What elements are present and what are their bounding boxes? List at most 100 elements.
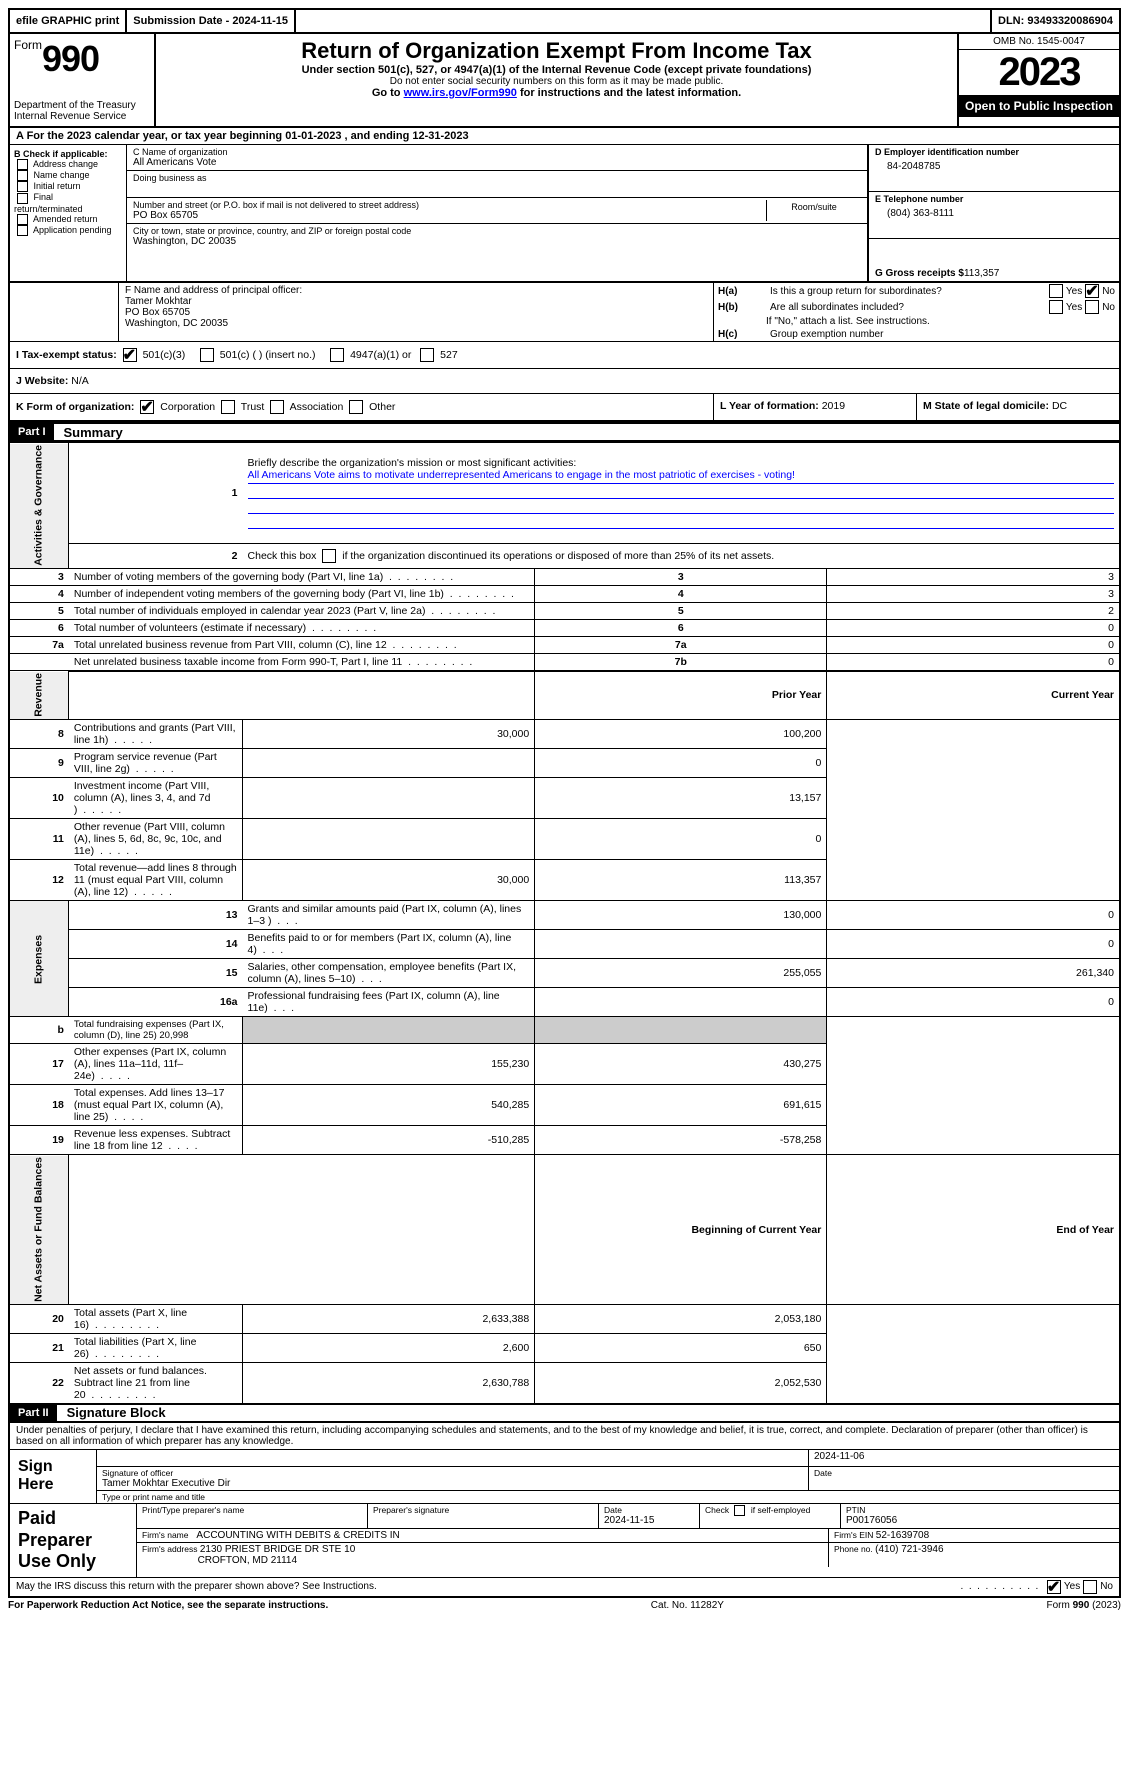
4947-checkbox[interactable] xyxy=(330,348,344,362)
corp-checkbox[interactable] xyxy=(140,400,154,414)
sign-here-label: Sign Here xyxy=(10,1450,97,1503)
l2-checkbox[interactable] xyxy=(322,549,336,563)
summary-row: 5Total number of individuals employed in… xyxy=(9,602,1120,619)
tax-exempt-row: I Tax-exempt status: 501(c)(3) 501(c) ( … xyxy=(8,342,1121,369)
sig-officer-label: Signature of officer xyxy=(102,1468,803,1478)
hdr-prior: Prior Year xyxy=(535,671,827,720)
summary-row: 15Salaries, other compensation, employee… xyxy=(9,959,1120,988)
irs-link[interactable]: www.irs.gov/Form990 xyxy=(404,87,517,99)
501c3-checkbox[interactable] xyxy=(123,348,137,362)
discuss-text: May the IRS discuss this return with the… xyxy=(16,1581,958,1592)
k-label: K Form of organization: xyxy=(16,401,134,413)
summary-row: 19Revenue less expenses. Subtract line 1… xyxy=(9,1126,1120,1155)
addr-value: PO Box 65705 xyxy=(133,210,766,221)
goto-line: Go to www.irs.gov/Form990 for instructio… xyxy=(160,87,953,99)
trust-checkbox[interactable] xyxy=(221,400,235,414)
form-word: Form xyxy=(14,38,42,52)
vtab-governance: Activities & Governance xyxy=(9,443,69,569)
colb-checkbox-1[interactable] xyxy=(17,170,28,181)
gross-value: 113,357 xyxy=(964,268,999,279)
part2-title: Signature Block xyxy=(57,1405,166,1420)
hb-row: H(b) Are all subordinates included? Yes … xyxy=(714,299,1119,315)
ha-no-checkbox[interactable] xyxy=(1085,284,1099,298)
summary-row: Net unrelated business taxable income fr… xyxy=(9,653,1120,671)
l16b-num: b xyxy=(9,1017,69,1044)
open-public: Open to Public Inspection xyxy=(959,95,1119,117)
room-label: Room/suite xyxy=(769,202,859,212)
hb-yes-checkbox[interactable] xyxy=(1049,300,1063,314)
perjury-text: Under penalties of perjury, I declare th… xyxy=(8,1423,1121,1449)
assoc-checkbox[interactable] xyxy=(270,400,284,414)
colb-option: Final return/terminated xyxy=(14,192,122,213)
prep-date-label: Date xyxy=(604,1505,694,1515)
officer-label: F Name and address of principal officer: xyxy=(125,285,707,296)
l1-label: Briefly describe the organization's miss… xyxy=(248,457,1114,469)
officer-addr1: PO Box 65705 xyxy=(125,307,707,318)
topbar: efile GRAPHIC print Submission Date - 20… xyxy=(8,8,1121,34)
summary-row: 17Other expenses (Part IX, column (A), l… xyxy=(9,1044,1120,1085)
summary-row: 21Total liabilities (Part X, line 26) . … xyxy=(9,1333,1120,1362)
self-emp-checkbox[interactable] xyxy=(734,1505,745,1516)
hc-row: H(c)Group exemption number xyxy=(714,328,1119,341)
ssn-warning: Do not enter social security numbers on … xyxy=(160,76,953,87)
org-name: All Americans Vote xyxy=(133,157,861,168)
firm-phone: (410) 721-3946 xyxy=(875,1544,943,1555)
summary-row: 11Other revenue (Part VIII, column (A), … xyxy=(9,819,1120,860)
colb-checkbox-3[interactable] xyxy=(17,193,28,204)
discuss-yes-checkbox[interactable] xyxy=(1047,1580,1061,1594)
officer-sig: Tamer Mokhtar Executive Dir xyxy=(102,1478,803,1489)
signature-block: Sign Here 2024-11-06 Signature of office… xyxy=(8,1449,1121,1598)
col-d-ein: D Employer identification number84-20487… xyxy=(869,145,1119,281)
website-value: N/A xyxy=(71,375,89,387)
firm-addr-label: Firm's address xyxy=(142,1544,200,1554)
prep-date: 2024-11-15 xyxy=(604,1515,694,1526)
summary-table: Activities & Governance 1 Briefly descri… xyxy=(8,442,1121,1405)
col-c-name-address: C Name of organizationAll Americans Vote… xyxy=(127,145,869,281)
summary-row: Expenses13Grants and similar amounts pai… xyxy=(9,901,1120,930)
colb-checkbox-2[interactable] xyxy=(17,181,28,192)
summary-row: 14Benefits paid to or for members (Part … xyxy=(9,930,1120,959)
prep-name-label: Print/Type preparer's name xyxy=(142,1505,362,1515)
footer: For Paperwork Reduction Act Notice, see … xyxy=(8,1598,1121,1611)
ein-value: 84-2048785 xyxy=(875,157,1113,176)
state-domicile: DC xyxy=(1052,400,1067,412)
city-label: City or town, state or province, country… xyxy=(133,226,861,236)
date-label: Date xyxy=(814,1468,1114,1478)
col-b-checkboxes: B Check if applicable: Address change Na… xyxy=(10,145,127,281)
colb-checkbox-5[interactable] xyxy=(17,225,28,236)
l16b-desc: Total fundraising expenses (Part IX, col… xyxy=(69,1017,243,1044)
paid-preparer-label: Paid Preparer Use Only xyxy=(10,1504,137,1577)
part2-header: Part II Signature Block xyxy=(8,1405,1121,1423)
vtab-revenue: Revenue xyxy=(9,671,69,720)
firm-addr2: CROFTON, MD 21114 xyxy=(198,1555,297,1566)
discuss-no-checkbox[interactable] xyxy=(1083,1580,1097,1594)
summary-row: 18Total expenses. Add lines 13–17 (must … xyxy=(9,1085,1120,1126)
self-emp-label: Check if self-employed xyxy=(705,1505,835,1516)
ha-row: H(a) Is this a group return for subordin… xyxy=(714,283,1119,299)
527-checkbox[interactable] xyxy=(420,348,434,362)
tel-value: (804) 363-8111 xyxy=(875,204,1113,223)
ha-yes-checkbox[interactable] xyxy=(1049,284,1063,298)
hb-note: If "No," attach a list. See instructions… xyxy=(714,315,1119,328)
tax-year: 2023 xyxy=(959,50,1119,95)
hdr-curr: Current Year xyxy=(827,671,1120,720)
dln: DLN: 93493320086904 xyxy=(992,10,1119,32)
summary-row: 22Net assets or fund balances. Subtract … xyxy=(9,1362,1120,1404)
firm-addr1: 2130 PRIEST BRIDGE DR STE 10 xyxy=(200,1544,355,1555)
501c-checkbox[interactable] xyxy=(200,348,214,362)
f-h-row: F Name and address of principal officer:… xyxy=(8,283,1121,342)
hb-no-checkbox[interactable] xyxy=(1085,300,1099,314)
other-checkbox[interactable] xyxy=(349,400,363,414)
colb-checkbox-0[interactable] xyxy=(17,159,28,170)
vtab-expenses: Expenses xyxy=(9,901,69,1017)
colb-option: Name change xyxy=(14,170,122,181)
hdr-beg: Beginning of Current Year xyxy=(535,1155,827,1305)
officer-addr2: Washington, DC 20035 xyxy=(125,318,707,329)
firm-ein-label: Firm's EIN xyxy=(834,1530,876,1540)
summary-row: 10Investment income (Part VIII, column (… xyxy=(9,778,1120,819)
colb-checkbox-4[interactable] xyxy=(17,214,28,225)
colb-option: Address change xyxy=(14,159,122,170)
summary-row: 3Number of voting members of the governi… xyxy=(9,568,1120,585)
j-label: J Website: xyxy=(16,375,71,387)
footer-right: Form 990 (2023) xyxy=(1047,1600,1121,1611)
